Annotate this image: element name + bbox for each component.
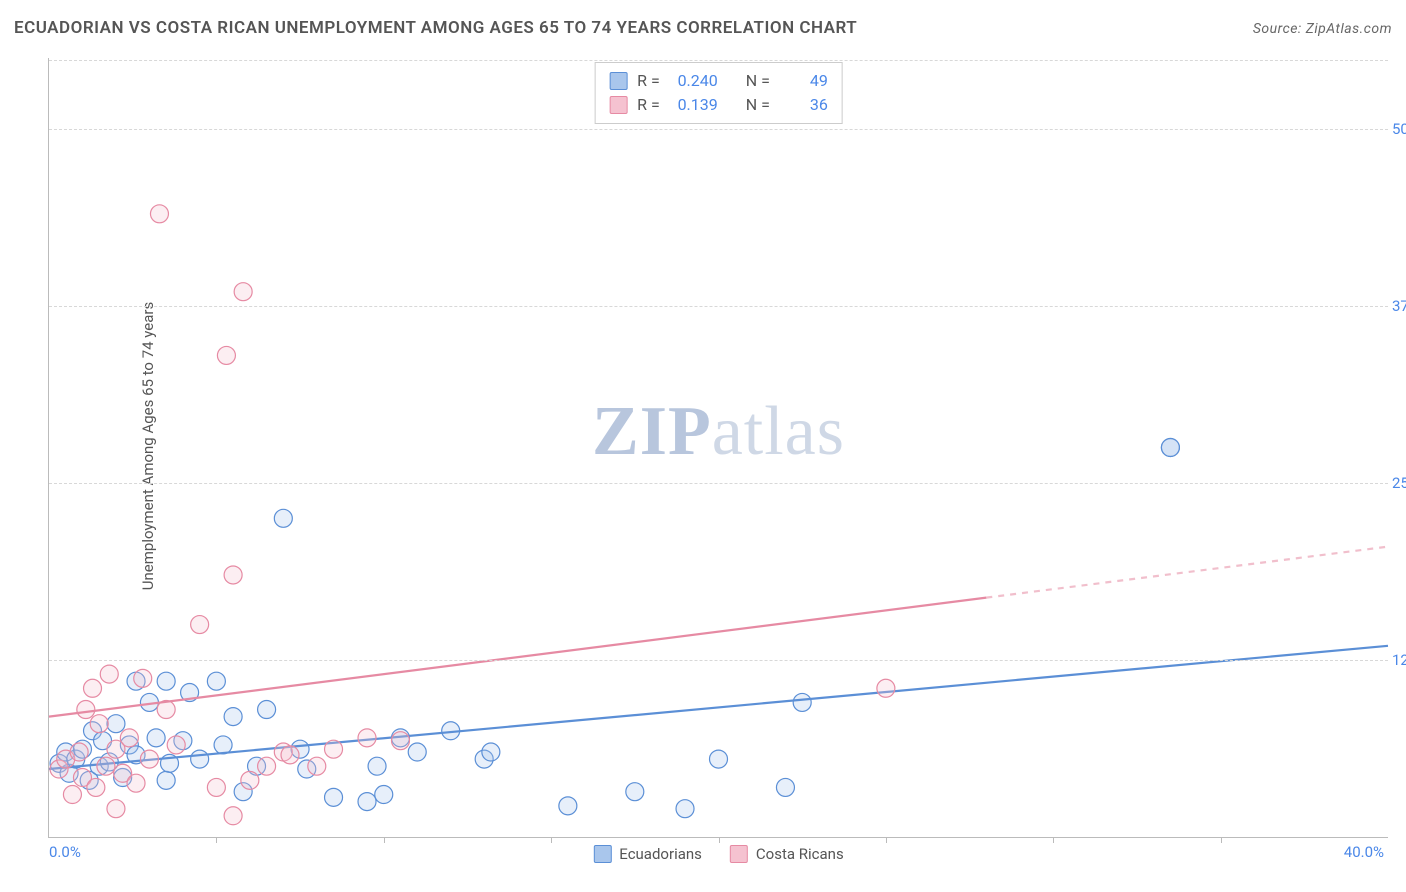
data-point	[1161, 439, 1179, 457]
series-legend: Ecuadorians Costa Ricans	[593, 845, 843, 863]
scatter-svg	[49, 58, 1388, 837]
data-point	[207, 672, 225, 690]
x-tick-mark	[886, 837, 887, 843]
y-tick-label: 25.0%	[1392, 474, 1406, 492]
data-point	[107, 800, 125, 818]
data-point	[241, 771, 259, 789]
data-point	[127, 774, 145, 792]
data-point	[482, 743, 500, 761]
x-tick-mark	[384, 837, 385, 843]
data-point	[90, 715, 108, 733]
y-tick-label: 12.5%	[1392, 651, 1406, 669]
data-point	[217, 346, 235, 364]
data-point	[224, 708, 242, 726]
data-point	[100, 665, 118, 683]
legend-label: Ecuadorians	[619, 845, 702, 863]
source-credit: Source: ZipAtlas.com	[1253, 21, 1392, 37]
data-point	[150, 205, 168, 223]
y-tick-label: 50.0%	[1392, 120, 1406, 138]
data-point	[408, 743, 426, 761]
data-point	[559, 797, 577, 815]
data-point	[147, 729, 165, 747]
data-point	[157, 771, 175, 789]
data-point	[120, 729, 138, 747]
data-point	[63, 786, 81, 804]
legend-label: Costa Ricans	[756, 845, 844, 863]
data-point	[258, 757, 276, 775]
x-tick-min: 0.0%	[49, 843, 81, 861]
swatch-icon	[730, 845, 748, 863]
data-point	[358, 793, 376, 811]
data-point	[676, 800, 694, 818]
gridline	[49, 60, 1388, 61]
data-point	[258, 701, 276, 719]
data-point	[358, 729, 376, 747]
trend-line-extrapolated	[986, 547, 1388, 598]
data-point	[325, 788, 343, 806]
data-point	[157, 672, 175, 690]
x-tick-mark	[551, 837, 552, 843]
gridline	[49, 660, 1388, 661]
swatch-icon	[593, 845, 611, 863]
data-point	[793, 693, 811, 711]
x-tick-mark	[1221, 837, 1222, 843]
chart-title: ECUADORIAN VS COSTA RICAN UNEMPLOYMENT A…	[14, 18, 857, 38]
data-point	[191, 750, 209, 768]
legend-item-ecuadorians: Ecuadorians	[593, 845, 702, 863]
trend-line	[49, 598, 986, 717]
x-tick-mark	[719, 837, 720, 843]
data-point	[84, 679, 102, 697]
data-point	[776, 778, 794, 796]
x-tick-mark	[216, 837, 217, 843]
data-point	[70, 743, 88, 761]
source-link[interactable]: ZipAtlas.com	[1306, 21, 1392, 37]
data-point	[140, 750, 158, 768]
data-point	[274, 509, 292, 527]
data-point	[710, 750, 728, 768]
data-point	[191, 616, 209, 634]
x-tick-mark	[1053, 837, 1054, 843]
data-point	[877, 679, 895, 697]
gridline	[49, 483, 1388, 484]
data-point	[107, 715, 125, 733]
data-point	[224, 807, 242, 825]
data-point	[134, 669, 152, 687]
data-point	[281, 746, 299, 764]
data-point	[368, 757, 386, 775]
data-point	[391, 732, 409, 750]
data-point	[167, 736, 185, 754]
data-point	[77, 701, 95, 719]
data-point	[308, 757, 326, 775]
data-point	[87, 778, 105, 796]
gridline	[49, 306, 1388, 307]
data-point	[207, 778, 225, 796]
x-tick-max: 40.0%	[1344, 843, 1384, 861]
data-point	[375, 786, 393, 804]
data-point	[626, 783, 644, 801]
data-point	[234, 283, 252, 301]
plot-area: ZIPatlas R = 0.240 N = 49 R = 0.139 N = …	[48, 58, 1388, 838]
gridline	[49, 129, 1388, 130]
data-point	[214, 736, 232, 754]
data-point	[224, 566, 242, 584]
legend-item-costaricans: Costa Ricans	[730, 845, 844, 863]
y-tick-label: 37.5%	[1392, 297, 1406, 315]
data-point	[97, 757, 115, 775]
title-bar: ECUADORIAN VS COSTA RICAN UNEMPLOYMENT A…	[14, 18, 1392, 38]
source-label: Source:	[1253, 21, 1302, 37]
data-point	[325, 740, 343, 758]
